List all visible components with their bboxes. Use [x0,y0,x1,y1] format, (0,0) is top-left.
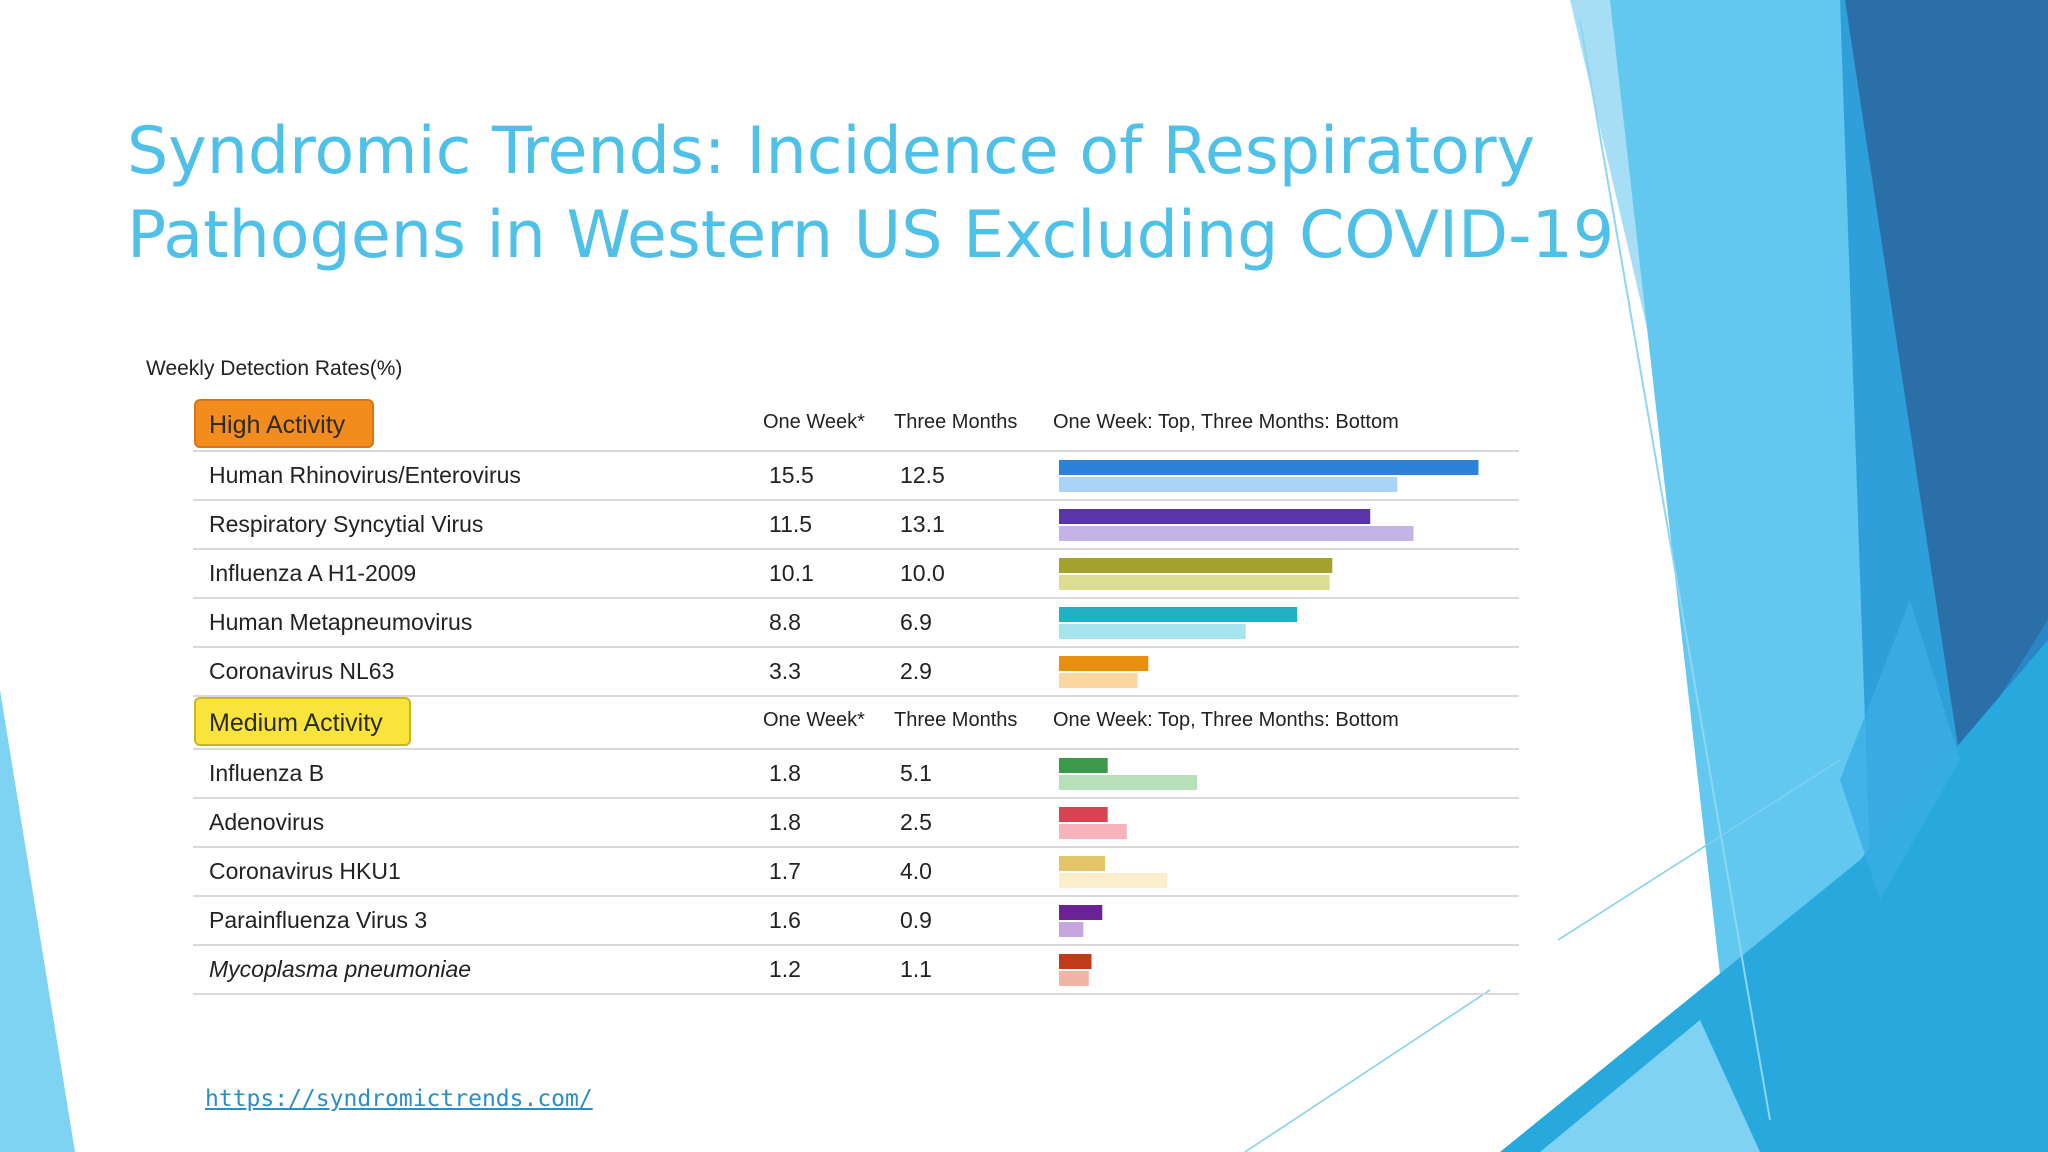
pathogen-name: Influenza A H1-2009 [209,560,416,586]
one-week-bar [1059,758,1108,773]
one-week-value: 1.8 [769,809,801,835]
activity-badge-label: High Activity [209,411,346,439]
column-header-one-week: One Week* [763,709,865,731]
one-week-value: 8.8 [769,609,801,635]
activity-badge [194,399,374,448]
pathogen-name: Human Rhinovirus/Enterovirus [209,462,521,488]
pathogen-name: Human Metapneumovirus [209,609,472,635]
three-months-bar [1059,673,1138,688]
three-months-bar [1059,477,1398,492]
one-week-bar [1059,905,1103,920]
one-week-bar [1059,856,1105,871]
one-week-value: 1.7 [769,858,801,884]
one-week-bar [1059,509,1371,524]
three-months-value: 6.9 [900,609,932,635]
three-months-bar [1059,824,1127,839]
three-months-value: 1.1 [900,956,932,982]
three-months-value: 2.5 [900,809,932,835]
slide-title: Syndromic Trends: Incidence of Respirato… [127,110,1615,278]
three-months-bar [1059,526,1414,541]
pathogen-name: Coronavirus NL63 [209,658,394,684]
source-link[interactable]: https://syndromictrends.com/ [205,1086,593,1112]
pathogen-name: Adenovirus [209,809,324,835]
table-subtitle: Weekly Detection Rates(%) [146,357,402,380]
column-header-three-months: Three Months [894,709,1017,731]
three-months-bar [1059,575,1330,590]
three-months-bar [1059,873,1168,888]
three-months-bar [1059,775,1197,790]
one-week-value: 11.5 [769,511,812,537]
column-header-three-months: Three Months [894,411,1017,433]
slide-title-line-2: Pathogens in Western US Excluding COVID-… [127,198,1615,273]
one-week-value: 3.3 [769,658,801,684]
one-week-bar [1059,656,1149,671]
three-months-value: 13.1 [900,511,945,537]
pathogen-name: Respiratory Syncytial Virus [209,511,483,537]
pathogen-name: Mycoplasma pneumoniae [209,956,471,982]
one-week-value: 15.5 [769,462,814,488]
three-months-value: 2.9 [900,658,932,684]
column-header-bars: One Week: Top, Three Months: Bottom [1053,411,1399,433]
three-months-bar [1059,971,1089,986]
pathogen-name: Parainfluenza Virus 3 [209,907,427,933]
one-week-value: 1.6 [769,907,801,933]
one-week-value: 1.8 [769,760,801,786]
three-months-value: 0.9 [900,907,932,933]
one-week-value: 10.1 [769,560,814,586]
pathogen-name: Influenza B [209,760,324,786]
pathogen-name: Coronavirus HKU1 [209,858,401,884]
one-week-bar [1059,558,1333,573]
one-week-bar [1059,460,1479,475]
activity-badge-label: Medium Activity [209,709,383,737]
slide-title-line-1: Syndromic Trends: Incidence of Respirato… [127,114,1536,189]
three-months-bar [1059,922,1084,937]
three-months-bar [1059,624,1246,639]
one-week-bar [1059,954,1092,969]
column-header-bars: One Week: Top, Three Months: Bottom [1053,709,1399,731]
one-week-bar [1059,807,1108,822]
three-months-value: 5.1 [900,760,932,786]
three-months-value: 10.0 [900,560,945,586]
three-months-value: 12.5 [900,462,945,488]
one-week-bar [1059,607,1298,622]
one-week-value: 1.2 [769,956,801,982]
three-months-value: 4.0 [900,858,932,884]
activity-badge [194,697,411,746]
column-header-one-week: One Week* [763,411,865,433]
